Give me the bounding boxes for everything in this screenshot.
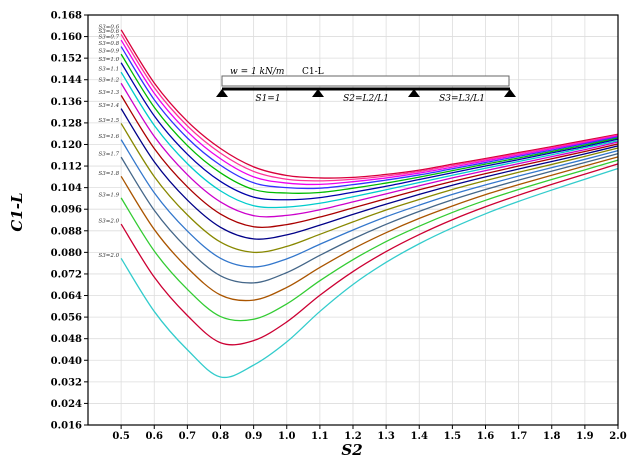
series-label: S3=1.8 — [99, 171, 120, 177]
series-line — [120, 62, 619, 201]
inset-span-3-label: S3=L3/L1 — [439, 94, 485, 104]
x-tick-label: 0.7 — [179, 431, 196, 442]
y-tick-label: 0.136 — [51, 97, 82, 108]
y-tick-label: 0.088 — [51, 226, 82, 237]
series-line — [120, 139, 619, 268]
series-labels: S3=0.6S3=0.6S3=0.7S3=0.8S3=0.9S3=1.0S3=1… — [99, 24, 120, 258]
beam-inset: w = 1 kN/m C1-L S1=1 S2=L2/L1 S3=L3/L1 — [216, 67, 516, 104]
x-tick-label: 1.5 — [444, 431, 461, 442]
series-label: S3=1.2 — [99, 78, 120, 84]
y-tick-label: 0.152 — [51, 54, 82, 65]
series-line — [120, 156, 619, 302]
series-line — [120, 29, 619, 179]
x-tick-label: 1.8 — [543, 431, 560, 442]
series-label: S3=1.5 — [99, 118, 120, 124]
x-axis-title: S2 — [341, 441, 362, 459]
support-4 — [504, 89, 516, 97]
series-label: S3=1.9 — [99, 192, 120, 198]
x-tick-label: 1.0 — [278, 431, 295, 442]
series-label: S3=0.7 — [99, 35, 120, 41]
series-label: S3=1.3 — [99, 90, 120, 96]
x-tick-label: 0.6 — [146, 431, 163, 442]
series-label: S3=1.7 — [99, 152, 120, 158]
series-label: S3=1.4 — [99, 103, 120, 109]
y-tick-label: 0.096 — [51, 205, 82, 216]
y-tick-label: 0.040 — [51, 356, 82, 367]
x-tick-label: 0.5 — [112, 431, 129, 442]
y-tick-label: 0.112 — [51, 162, 82, 173]
series-line — [120, 108, 619, 240]
inset-load-bar — [221, 75, 510, 87]
series-line — [120, 34, 619, 182]
series-line — [120, 71, 619, 209]
series-label: S3=1.0 — [99, 57, 120, 63]
y-tick-label: 0.080 — [51, 248, 82, 259]
support-2 — [312, 89, 324, 97]
support-3 — [408, 89, 420, 97]
series-label: S3=0.6 — [99, 29, 120, 35]
x-tick-label: 1.9 — [576, 431, 593, 442]
y-tick-label: 0.128 — [51, 118, 82, 129]
support-1 — [216, 89, 228, 97]
series-label: S3=0.9 — [99, 49, 120, 55]
series-line — [120, 153, 619, 284]
series-label: S3=1.1 — [99, 67, 120, 73]
x-tick-label: 1.1 — [311, 431, 328, 442]
series-line — [120, 167, 619, 379]
y-tick-label: 0.144 — [51, 75, 82, 86]
inset-span-2-label: S2=L2/L1 — [343, 94, 389, 104]
series-line — [120, 53, 619, 194]
x-tick-label: 1.6 — [477, 431, 494, 442]
series-line — [120, 82, 619, 218]
y-tick-label: 0.168 — [51, 11, 82, 22]
y-tick-label: 0.024 — [51, 399, 82, 410]
x-tick-label: 2.0 — [609, 431, 626, 442]
y-ticks: 0.016 0.024 0.032 0.040 0.048 0.056 0.064 0.072… — [51, 11, 88, 432]
y-tick-label: 0.056 — [51, 313, 82, 324]
y-tick-label: 0.016 — [51, 421, 82, 432]
series-line — [120, 95, 619, 229]
x-tick-label: 0.8 — [212, 431, 229, 442]
series-line — [120, 39, 619, 186]
series-label: S3=0.8 — [99, 41, 120, 47]
x-tick-label: 0.9 — [245, 431, 262, 442]
x-tick-label: 1.2 — [344, 431, 361, 442]
series-label: S3=2.0 — [99, 253, 120, 259]
inset-span-1-label: S1=1 — [255, 94, 280, 104]
y-tick-label: 0.048 — [51, 334, 82, 345]
series-line — [120, 46, 619, 190]
inset-load-label: w = 1 kN/m — [230, 67, 284, 77]
series-label: S3=2.0 — [99, 219, 120, 225]
series-line — [120, 123, 619, 254]
series-line — [120, 159, 619, 322]
y-tick-label: 0.120 — [51, 140, 82, 151]
y-tick-label: 0.032 — [51, 377, 82, 388]
y-axis-title: C1-L — [8, 192, 26, 231]
x-tick-label: 1.4 — [411, 431, 428, 442]
y-tick-label: 0.104 — [51, 183, 82, 194]
x-tick-label: 1.7 — [510, 431, 527, 442]
series-label: S3=1.6 — [99, 134, 120, 140]
x-ticks: 0.5 0.6 0.7 0.8 0.9 1.0 1.1 1.2 1.3 1.4 1.5 1.6 1.7 1… — [112, 425, 627, 442]
y-tick-label: 0.064 — [51, 291, 82, 302]
series-line — [120, 163, 619, 346]
y-tick-label: 0.072 — [51, 269, 82, 280]
y-tick-label: 0.160 — [51, 32, 82, 43]
x-tick-label: 1.3 — [377, 431, 394, 442]
inset-beam-label: C1-L — [302, 67, 324, 77]
series-label: S3=0.6 — [99, 24, 120, 30]
series-layer — [120, 29, 619, 379]
